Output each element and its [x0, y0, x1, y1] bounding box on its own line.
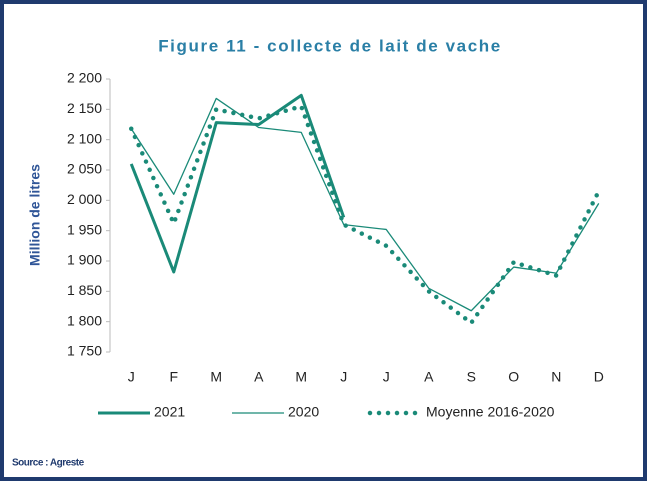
y-tick-label: 2 200	[67, 70, 102, 86]
x-tick-label: O	[508, 369, 519, 385]
x-tick-label: A	[424, 369, 434, 385]
y-tick-label: 1 950	[67, 221, 102, 237]
y-tick-label: 1 900	[67, 252, 102, 268]
x-tick-label: N	[551, 369, 561, 385]
y-axis-label: Million de litres	[27, 164, 43, 266]
series-line	[129, 93, 346, 274]
y-tick-label: 2 150	[67, 100, 102, 116]
y-tick-label: 2 050	[67, 161, 102, 177]
x-tick-label: J	[340, 369, 347, 385]
series-line	[129, 104, 601, 326]
x-tick-label: M	[295, 369, 307, 385]
x-tick-label: S	[467, 369, 476, 385]
y-tick-label: 1 850	[67, 282, 102, 298]
x-tick-label: M	[210, 369, 222, 385]
y-tick-label: 1 750	[67, 343, 102, 359]
y-tick-label: 2 100	[67, 130, 102, 146]
x-tick-label: F	[169, 369, 178, 385]
y-tick-label: 2 000	[67, 191, 102, 207]
legend-label: Moyenne 2016-2020	[426, 404, 555, 420]
x-tick-label: D	[594, 369, 604, 385]
series-line	[130, 97, 600, 312]
source: Source : Agreste	[12, 458, 85, 469]
x-tick-label: J	[383, 369, 390, 385]
x-tick-label: A	[254, 369, 264, 385]
legend-label: 2021	[154, 404, 185, 420]
chart-title: Figure 11 - collecte de lait de vache	[158, 36, 502, 55]
legend-label: 2020	[288, 404, 319, 420]
x-tick-label: J	[128, 369, 135, 385]
y-tick-label: 1 800	[67, 312, 102, 328]
